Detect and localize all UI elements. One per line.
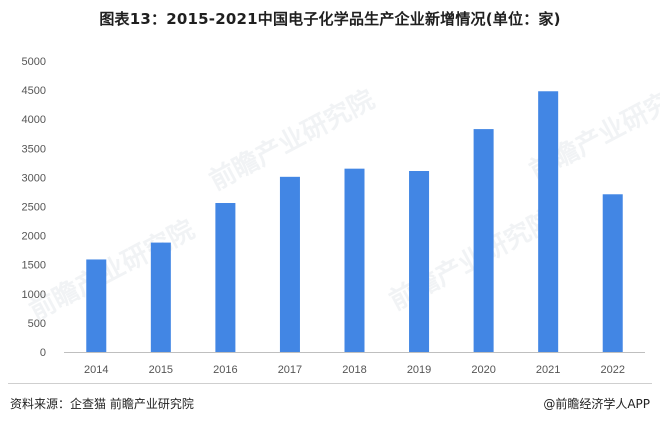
credit-note: @前瞻经济学人APP xyxy=(543,397,650,411)
y-tick-label: 3500 xyxy=(22,143,46,155)
bar-2021 xyxy=(538,91,559,352)
x-tick-label: 2016 xyxy=(213,364,237,376)
bar-2022 xyxy=(602,194,623,352)
y-tick-label: 1500 xyxy=(22,260,46,272)
bar-2015 xyxy=(150,242,171,352)
bar-2016 xyxy=(215,203,236,352)
x-tick-label: 2017 xyxy=(278,364,302,376)
x-tick-label: 2014 xyxy=(84,364,108,376)
footer-divider xyxy=(8,383,652,384)
y-tick-label: 1000 xyxy=(22,289,46,301)
x-tick-label: 2018 xyxy=(342,364,366,376)
y-tick-label: 2000 xyxy=(22,231,46,243)
x-tick-label: 2015 xyxy=(149,364,173,376)
y-tick-label: 5000 xyxy=(22,56,46,68)
x-tick-label: 2020 xyxy=(471,364,495,376)
source-note: 资料来源：企查猫 前瞻产业研究院 xyxy=(10,397,194,411)
y-tick-label: 4500 xyxy=(22,85,46,97)
bar-2020 xyxy=(473,129,494,352)
x-tick-label: 2022 xyxy=(600,364,624,376)
bar-2017 xyxy=(279,176,300,352)
x-axis-ticks: 2014 2015 2016 2017 2018 2019 2020 2021 2022 xyxy=(84,364,625,376)
chart-title: 图表13：2015-2021中国电子化学品生产企业新增情况(单位：家) xyxy=(99,10,561,28)
y-tick-label: 2500 xyxy=(22,202,46,214)
y-tick-label: 3000 xyxy=(22,172,46,184)
bar-2019 xyxy=(409,170,430,352)
bar-2018 xyxy=(344,168,365,352)
y-tick-label: 4000 xyxy=(22,114,46,126)
bar-2014 xyxy=(86,259,107,352)
bars xyxy=(86,91,623,352)
y-axis-ticks: 0 500 1000 1500 2000 2500 3000 3500 4000 4500 5000 xyxy=(22,56,46,359)
y-tick-label: 500 xyxy=(28,318,46,330)
x-tick-label: 2019 xyxy=(407,364,431,376)
x-tick-label: 2021 xyxy=(536,364,560,376)
y-tick-label: 0 xyxy=(40,347,46,359)
